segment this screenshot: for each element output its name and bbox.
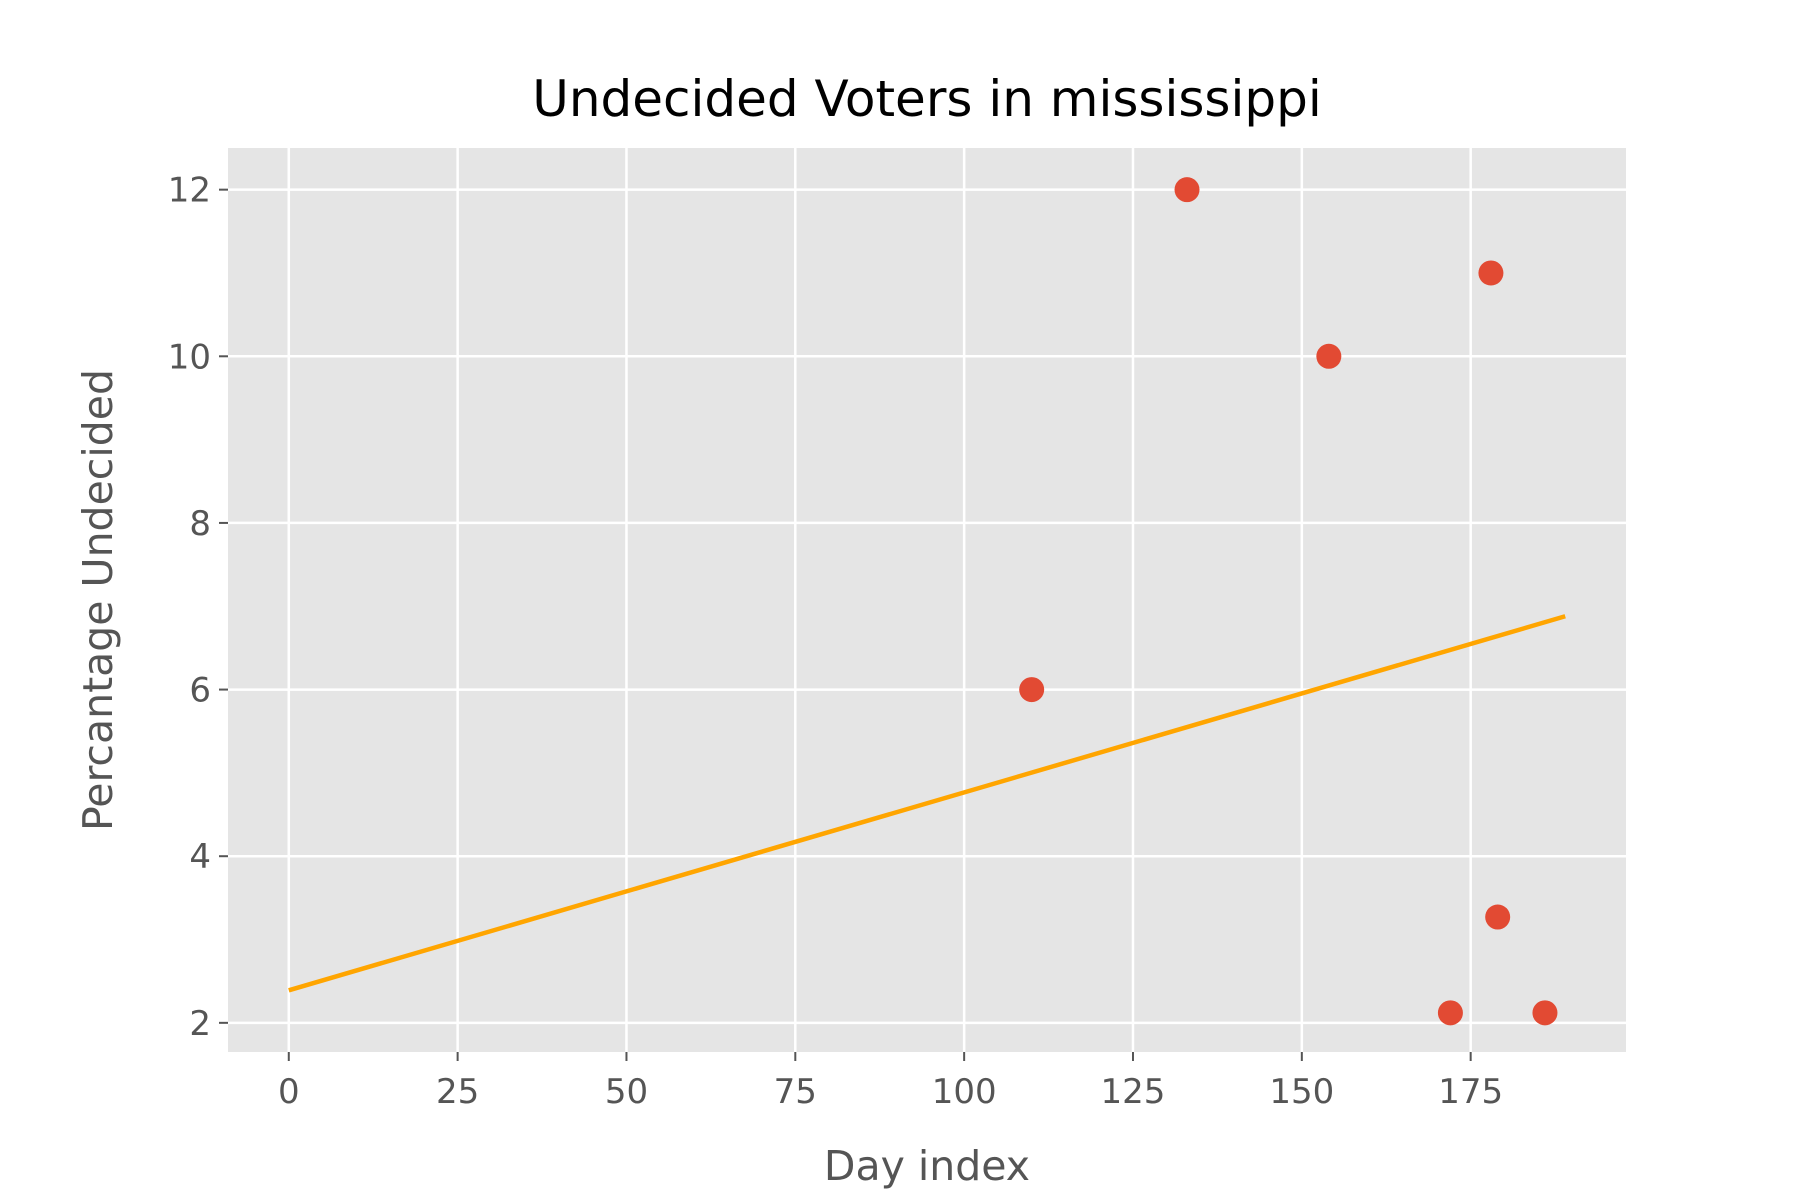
data-point [1532,1000,1558,1026]
data-point [1019,677,1045,703]
y-tick-label: 10 [168,337,211,377]
trend-line [288,614,1566,993]
x-tick-label: 0 [278,1072,300,1112]
x-axis-label: Day index [824,1142,1030,1190]
chart-marks [288,177,1566,1026]
data-point [1316,343,1342,369]
y-tick-label: 6 [189,671,211,711]
grid-lines [228,148,1626,1052]
y-tick-label: 12 [168,171,211,211]
data-point [1478,260,1504,286]
x-tick-label: 175 [1438,1072,1503,1112]
data-point [1437,1000,1463,1026]
y-tick-label: 2 [189,1004,211,1044]
x-tick-label: 125 [1101,1072,1166,1112]
y-axis-label: Percantage Undecided [74,369,122,831]
plot-background [228,148,1626,1052]
y-tick-label: 8 [189,504,211,544]
y-tick-label: 4 [189,837,211,877]
x-tick-label: 50 [605,1072,648,1112]
data-point [1174,177,1200,203]
x-tick-label: 25 [436,1072,479,1112]
x-tick-label: 150 [1269,1072,1334,1112]
axis-ticks: 0 25 50 75 100 125 150 175 2 4 6 8 10 12 [168,171,1503,1112]
data-point [1485,904,1511,930]
chart-title: Undecided Voters in mississippi [532,70,1322,128]
x-tick-label: 75 [774,1072,817,1112]
x-tick-label: 100 [932,1072,997,1112]
